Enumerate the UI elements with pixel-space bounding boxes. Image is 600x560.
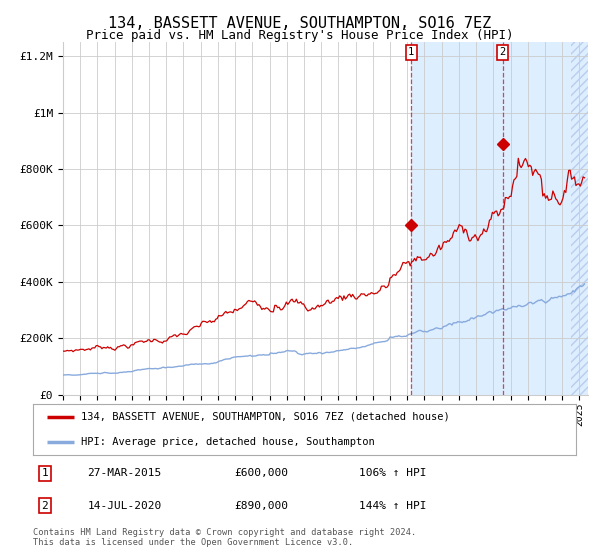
Text: 27-MAR-2015: 27-MAR-2015 bbox=[88, 468, 161, 478]
Text: 134, BASSETT AVENUE, SOUTHAMPTON, SO16 7EZ: 134, BASSETT AVENUE, SOUTHAMPTON, SO16 7… bbox=[109, 16, 491, 31]
Text: £600,000: £600,000 bbox=[234, 468, 288, 478]
Text: 134, BASSETT AVENUE, SOUTHAMPTON, SO16 7EZ (detached house): 134, BASSETT AVENUE, SOUTHAMPTON, SO16 7… bbox=[81, 412, 449, 422]
Bar bbox=[571, 42, 588, 395]
Text: 1: 1 bbox=[41, 468, 49, 478]
Text: 106% ↑ HPI: 106% ↑ HPI bbox=[359, 468, 426, 478]
Text: 2: 2 bbox=[41, 501, 49, 511]
Text: 1: 1 bbox=[408, 47, 415, 57]
Text: 14-JUL-2020: 14-JUL-2020 bbox=[88, 501, 161, 511]
Bar bbox=[571, 42, 588, 395]
Bar bbox=[411, 42, 588, 395]
Text: HPI: Average price, detached house, Southampton: HPI: Average price, detached house, Sout… bbox=[81, 437, 374, 447]
Text: 2: 2 bbox=[499, 47, 506, 57]
Text: £890,000: £890,000 bbox=[234, 501, 288, 511]
Text: 144% ↑ HPI: 144% ↑ HPI bbox=[359, 501, 426, 511]
Text: Contains HM Land Registry data © Crown copyright and database right 2024.
This d: Contains HM Land Registry data © Crown c… bbox=[33, 528, 416, 547]
Text: Price paid vs. HM Land Registry's House Price Index (HPI): Price paid vs. HM Land Registry's House … bbox=[86, 29, 514, 42]
